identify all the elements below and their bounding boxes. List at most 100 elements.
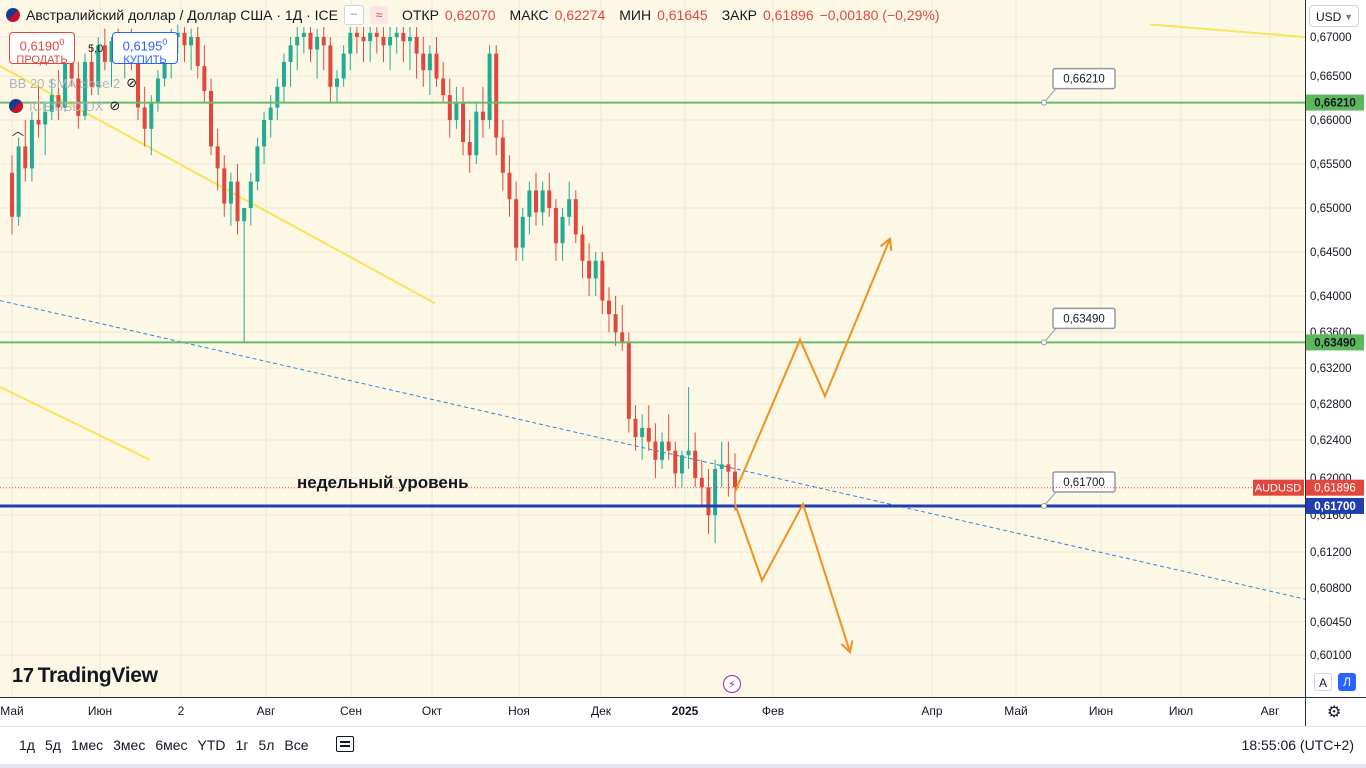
- candle-body: [447, 95, 452, 120]
- candle-body: [474, 111, 479, 156]
- bb-label: BB 20 SMA close 2: [9, 75, 121, 91]
- time-tick-label: Июн: [88, 704, 112, 718]
- price-tick-label: 0,61200: [1310, 547, 1352, 559]
- candle-body: [76, 78, 81, 116]
- us-flag-icon: [9, 99, 23, 113]
- buy-price-sup: 0: [162, 37, 168, 47]
- candle-body: [16, 146, 21, 217]
- candle-body: [308, 32, 313, 50]
- candle-body: [328, 45, 333, 87]
- tradingview-logo[interactable]: 17 TradingView: [12, 664, 158, 688]
- indicator-compare[interactable]: ICE:USDIDX ⊘: [9, 98, 120, 114]
- level-callout-leader: [1043, 328, 1057, 343]
- candle-body: [368, 32, 373, 42]
- trend-line-2: [1149, 23, 1306, 38]
- time-tick-label: Дек: [591, 704, 612, 718]
- level-axis-tag: [1306, 497, 1364, 514]
- candle-body: [733, 471, 737, 488]
- timeframe-2[interactable]: 1мес: [70, 737, 104, 753]
- candle-body: [646, 427, 651, 442]
- price-tick-label: 0,64500: [1310, 247, 1352, 259]
- candle-body: [421, 53, 426, 71]
- price-chart[interactable]: 0,67000 0,66500 0,66000 0,65500 0,65000 0,645…: [0, 0, 1366, 726]
- candle-body: [82, 61, 87, 116]
- candle-body: [587, 260, 592, 279]
- level-callout-label: 0,66210: [1063, 74, 1105, 86]
- indicator-bb[interactable]: BB 20 SMA close 2 ⊘: [9, 75, 137, 91]
- time-tick-label: Июл: [1169, 704, 1193, 718]
- candle-body: [719, 464, 724, 469]
- high-value: 0,62274: [554, 7, 606, 23]
- flag-icon: [6, 8, 20, 22]
- bottom-toolbar: 1д 5д 1мес 3мес 6мес YTD 1г 5л Все 18:55:06 (UTC…: [0, 726, 1366, 768]
- time-axis-background: [0, 697, 1366, 726]
- trend-line-3: [0, 300, 1306, 600]
- time-tick-label: Ноя: [508, 704, 530, 718]
- level-callout-anchor: [1041, 99, 1047, 106]
- tv-logo-icon: 17: [12, 664, 34, 687]
- eye-off-icon[interactable]: ⊘: [109, 98, 121, 113]
- candle-body: [262, 120, 267, 147]
- chevron-up-icon[interactable]: ︿: [12, 124, 25, 138]
- sell-button[interactable]: 0,61900 ПРОДАТЬ: [9, 32, 75, 66]
- lightning-icon[interactable]: ⚡: [723, 675, 741, 693]
- candle-body: [29, 120, 34, 169]
- candle-body: [36, 120, 41, 125]
- price-tick-label: 0,62800: [1310, 399, 1352, 411]
- clock[interactable]: 18:55:06 (UTC+2): [1241, 737, 1354, 753]
- timeframe-0[interactable]: 1д: [19, 737, 35, 753]
- candle-body: [480, 111, 485, 120]
- buy-button[interactable]: 0,61950 КУПИТЬ: [112, 32, 178, 66]
- timeframe-5[interactable]: YTD: [197, 737, 226, 753]
- candle-body: [666, 441, 671, 451]
- timeframe-4[interactable]: 6мес: [155, 737, 188, 753]
- level-callout-box: [1052, 307, 1116, 330]
- plot-background: [0, 0, 1305, 697]
- candle-body: [394, 32, 399, 37]
- gear-icon[interactable]: ⚙: [1327, 704, 1342, 721]
- candle-body: [63, 53, 68, 108]
- time-tick-label: Апр: [921, 704, 943, 718]
- symbol-tag-label: AUDUSD: [1255, 483, 1302, 495]
- timeframe-3[interactable]: 3мес: [113, 737, 146, 753]
- price-tick-label: 0,60100: [1310, 650, 1352, 662]
- time-tick-label: Июн: [1089, 704, 1113, 718]
- level-callout-leader: [1043, 491, 1057, 507]
- currency-select[interactable]: USD ▼: [1309, 5, 1359, 27]
- candle-body: [10, 172, 14, 217]
- weekly-level-annotation: недельный уровень: [297, 473, 469, 492]
- symbol-title[interactable]: Австралийский доллар / Доллар США · 1Д ·…: [26, 7, 338, 23]
- logo-text: TradingView: [37, 664, 158, 687]
- time-tick-label: 2025: [672, 704, 699, 718]
- level-callout-anchor: [1041, 502, 1047, 509]
- timeframe-7[interactable]: 5л: [258, 737, 275, 753]
- level-callout-label: 0,61700: [1063, 477, 1105, 489]
- candle-body: [354, 32, 359, 37]
- date-range-icon[interactable]: [336, 736, 354, 752]
- price-tick-label: 0,67000: [1310, 32, 1352, 44]
- candle-body: [235, 181, 240, 222]
- auto-scale-button[interactable]: A: [1314, 673, 1332, 691]
- forecast-arrowhead-bullish: [880, 236, 893, 251]
- sell-price-sup: 0: [59, 37, 65, 47]
- open-value: 0,62070: [444, 7, 496, 23]
- candle-body: [248, 181, 253, 208]
- candle-body: [547, 190, 552, 208]
- trend-line-1: [0, 386, 151, 461]
- timeframe-8[interactable]: Все: [284, 737, 309, 753]
- time-tick-label: 2: [178, 704, 185, 718]
- eye-off-icon[interactable]: ⊘: [126, 75, 138, 90]
- currency-value: USD: [1316, 10, 1342, 24]
- timeframe-6[interactable]: 1г: [235, 737, 249, 753]
- minus-icon[interactable]: –: [343, 5, 364, 25]
- log-scale-button[interactable]: Л: [1338, 673, 1356, 691]
- candle-body: [679, 455, 684, 474]
- wave-icon[interactable]: ≈: [369, 6, 388, 24]
- candle-body: [507, 172, 512, 200]
- price-tick-label: 0,62400: [1310, 435, 1352, 447]
- candle-body: [726, 464, 731, 472]
- candle-body: [626, 341, 631, 419]
- timeframe-1[interactable]: 5д: [44, 737, 61, 753]
- time-tick-label: Авг: [1261, 704, 1280, 718]
- candle-body: [321, 37, 326, 46]
